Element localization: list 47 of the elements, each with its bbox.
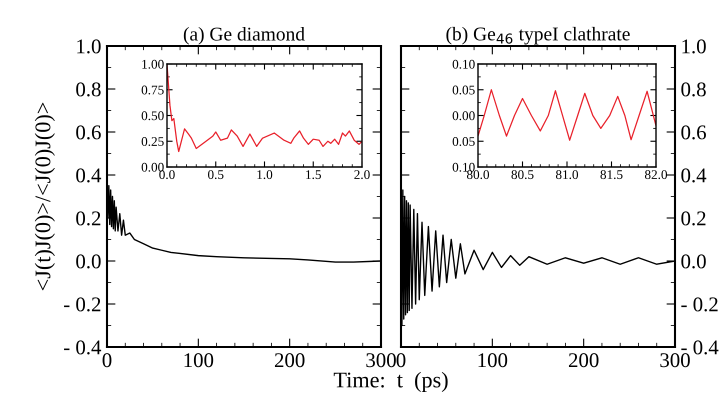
y-tick-label: 0.00 <box>142 162 164 172</box>
y-tick-label: 0.25 <box>142 137 164 146</box>
chart-title: (b) Ge$_{46}$ typeI clathrate <box>446 26 630 45</box>
y-tick-label: 0.8 <box>681 82 706 97</box>
x-tick-label: 2.0 <box>354 170 370 180</box>
y-tick-label: 0.2 <box>681 211 706 226</box>
x-tick-label: 80.5 <box>511 170 534 180</box>
x-tick-label: 81.0 <box>556 170 578 180</box>
y-tick-label: 0.2 <box>76 211 100 226</box>
x-tick-label: 1.5 <box>306 170 321 180</box>
y-tick-label: 0.0 <box>681 254 706 269</box>
y-tick-label: 0.0 <box>76 254 101 269</box>
x-tick-label: 300 <box>660 353 690 368</box>
x-tick-label: 81.5 <box>600 170 623 180</box>
y-tick-label: 0.6 <box>681 125 706 140</box>
x-tick-label: 1.0 <box>257 170 272 180</box>
y-tick-label: - 0.4 <box>64 340 102 355</box>
chart-title: (a) Ge diamond <box>184 26 305 45</box>
x-tick-label: 200 <box>274 353 304 368</box>
x-tick-label: 0.0 <box>159 170 175 180</box>
y-tick-label: 0.10 <box>452 60 475 69</box>
y-tick-label: 0.6 <box>76 125 101 140</box>
x-tick-label: 200 <box>568 353 598 368</box>
y-tick-label: 0.10 <box>452 162 475 172</box>
y-tick-label: 0.4 <box>76 168 102 183</box>
x-tick-label: 300 <box>366 353 396 368</box>
y-tick-label: - 0.2 <box>64 297 100 312</box>
x-tick-label: 100 <box>478 353 508 368</box>
y-axis-title: <J(t)J(0)>/<J(0)J(0)> <box>34 102 55 290</box>
x-tick-label: 100 <box>184 353 214 368</box>
y-tick-label: 0.50 <box>142 111 164 120</box>
y-tick-label: 0.8 <box>76 82 101 97</box>
x-tick-label: 0 <box>396 353 406 368</box>
x-tick-label: 82.0 <box>644 170 668 180</box>
y-tick-label: 0.75 <box>142 86 164 95</box>
y-tick-label: 1.0 <box>682 39 706 54</box>
y-tick-label: - 0.2 <box>681 297 718 312</box>
x-axis-title: Time: t (ps) <box>334 372 448 392</box>
x-tick-label: 0 <box>102 353 112 368</box>
x-tick-label: 80.0 <box>466 170 490 180</box>
y-tick-label: 0.05 <box>452 137 475 146</box>
y-tick-label: 0.4 <box>681 168 706 183</box>
y-tick-label: 0.00 <box>452 111 475 120</box>
y-tick-label: 0.05 <box>452 86 475 95</box>
y-tick-label: 1.0 <box>77 39 101 54</box>
x-tick-label: 0.5 <box>208 170 224 180</box>
y-tick-label: 1.00 <box>142 60 164 69</box>
